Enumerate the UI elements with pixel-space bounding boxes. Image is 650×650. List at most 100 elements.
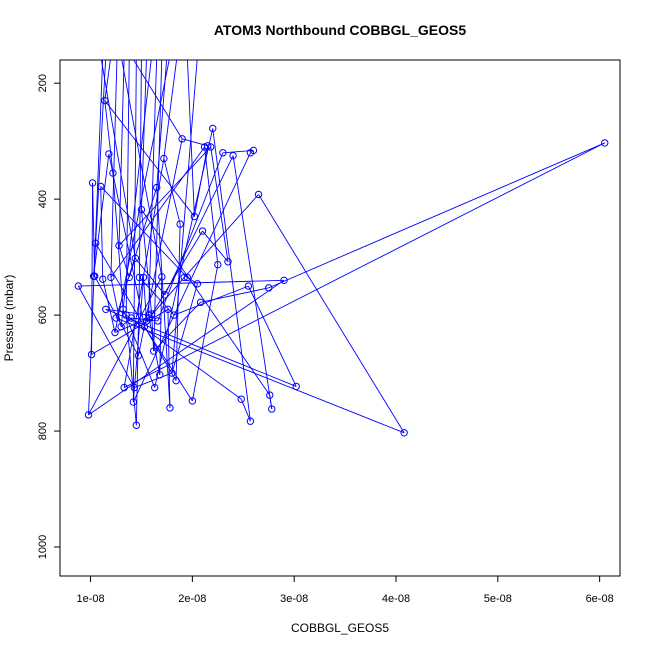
series-line-segment [154,128,214,388]
data-point [107,273,115,282]
data-point [127,314,135,322]
x-axis: 1e-08 2e-08 3e-08 4e-08 5e-08 6e-08 [76,576,614,605]
data-point [229,151,237,160]
x-tick-label: 2e-08 [178,593,206,605]
data-point [170,311,178,319]
series-line-segment [100,186,104,280]
data-point [190,212,199,221]
series-line-segment [115,187,158,319]
series-line-segment [258,194,405,434]
data-point [131,254,140,262]
series-line-segment [144,326,193,402]
data-point [90,272,99,280]
data-point [88,179,97,187]
series-line-segment [212,128,251,422]
data-point [139,273,148,282]
plot-area [74,60,609,437]
series-line-segment [182,138,208,147]
series-line-segment [202,230,229,263]
series-line-segment [247,285,297,387]
data-point [149,347,158,355]
data-point [97,182,105,191]
series-line-segment [77,285,135,388]
series-line-segment [186,60,195,217]
data-point [237,395,245,403]
data-point [111,328,119,337]
data-point [246,149,255,157]
x-tick-label: 4e-08 [382,593,410,605]
x-axis-label: COBBGL_GEOS5 [291,621,389,635]
series-line-segment [204,146,219,265]
series-line-segment [78,279,285,287]
data-point [292,382,300,391]
data-point [246,417,255,425]
data-point [244,282,253,290]
data-point [280,276,288,285]
data-point [91,239,100,247]
series-line-segment [134,372,173,388]
series-line-segment [88,276,163,416]
data-point [140,322,149,331]
data-point [188,397,197,405]
series-line-segment [138,60,142,278]
data-point [132,421,141,429]
series-line-segment [139,277,175,316]
series-line-segment [123,142,605,388]
series-line-segment [269,395,273,410]
series-line-segment [95,60,107,244]
y-tick-label: 400 [37,190,49,208]
data-point [112,314,120,322]
series-line-segment [125,314,242,400]
series-line-segment [132,152,251,403]
series-line-segment [222,149,254,154]
series-line-segment [104,100,114,174]
data-point [196,298,205,307]
series-line-segment [141,60,147,210]
data-point [109,169,117,177]
data-point [129,398,138,406]
data-point [224,258,232,266]
series-line-segment [100,60,136,259]
series-line-segment [110,60,118,278]
series-line-segment [88,279,285,416]
data-point [166,404,174,412]
series-line-segment [183,194,259,278]
series-line-segment [164,155,234,296]
series-line-segment [210,146,229,262]
series-line-segment [173,285,249,316]
data-point [130,383,139,392]
series-line-segment [93,153,110,277]
data-point [198,227,207,235]
series-line-segment [118,146,212,246]
series-line-segment [163,60,178,159]
data-point [134,351,143,360]
data-point [117,322,125,331]
x-tick-label: 3e-08 [280,593,308,605]
data-point [120,383,128,392]
series-line-segment [102,279,116,333]
data-point [266,391,274,399]
data-point [206,143,215,151]
data-point [115,241,123,250]
data-point [74,282,83,290]
x-tick-label: 1e-08 [76,593,104,605]
data-point [176,220,184,228]
y-axis-label: Pressure (mbar) [2,275,16,362]
series-line-segment [132,60,137,403]
series-line-segment [171,60,198,374]
data-point [183,273,191,282]
data-point [254,190,263,199]
series-line-segment [122,309,156,388]
series-line-segment [159,276,163,375]
data-point [158,273,166,281]
series-line-segment [91,308,169,355]
data-point [119,305,127,314]
series-line-segment [112,173,124,310]
series-line-segment [95,242,177,381]
data-point [105,150,113,158]
data-point [164,305,172,314]
series-line-segment [240,398,251,422]
series-line-segment [120,60,152,327]
data-point [84,411,93,419]
